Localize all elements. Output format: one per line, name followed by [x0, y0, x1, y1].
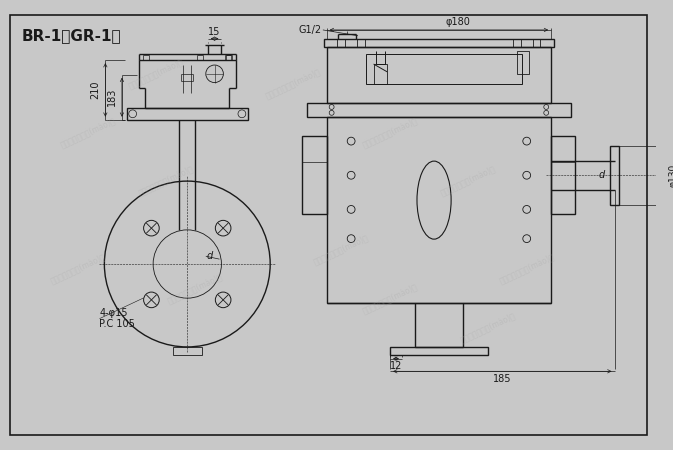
Text: 12: 12 [390, 361, 402, 371]
Text: φ180: φ180 [446, 17, 471, 27]
Text: 長沙信德機電貿(mào)易: 長沙信德機電貿(mào)易 [127, 57, 185, 90]
Text: 長沙信德機電貿(mào)易: 長沙信德機電貿(mào)易 [264, 67, 322, 100]
Text: 長沙信德機電貿(mào)易: 長沙信德機電貿(mào)易 [166, 272, 224, 305]
Bar [302, 136, 327, 214]
Text: G1/2: G1/2 [299, 25, 322, 35]
Bar [327, 117, 551, 303]
Text: d: d [207, 251, 213, 261]
Text: 長沙信德機電貿(mào)易: 長沙信德機電貿(mào)易 [59, 116, 116, 149]
Text: 185: 185 [493, 374, 511, 384]
Text: 長沙信德機電貿(mào)易: 長沙信德機電貿(mào)易 [312, 233, 370, 266]
Text: 長沙信德機電貿(mào)易: 長沙信德機電貿(mào)易 [439, 164, 497, 198]
Text: 長沙信德機電貿(mào)易: 長沙信德機電貿(mào)易 [137, 164, 194, 198]
Bar [365, 54, 522, 84]
Text: 長沙信德機電貿(mào)易: 長沙信德機電貿(mào)易 [498, 252, 556, 286]
Bar [173, 347, 202, 355]
Text: 15: 15 [209, 27, 221, 37]
Text: 長沙信德機電貿(mào)易: 長沙信德機電貿(mào)易 [361, 281, 419, 315]
Text: 183: 183 [107, 88, 117, 106]
Text: φ130: φ130 [668, 164, 673, 187]
Text: BR-1、GR-1型: BR-1、GR-1型 [22, 28, 121, 43]
Bar [374, 64, 387, 84]
Bar [415, 303, 463, 347]
Bar [610, 146, 619, 204]
Bar [127, 108, 248, 120]
Bar [517, 51, 529, 74]
Text: 長沙信德機電貿(mào)易: 長沙信德機電貿(mào)易 [459, 310, 517, 344]
Text: 長沙信德機電貿(mào)易: 長沙信德機電貿(mào)易 [49, 252, 107, 286]
Text: d: d [598, 170, 605, 180]
Bar [390, 347, 488, 355]
Text: P.C 105: P.C 105 [100, 320, 135, 329]
Text: 4-φ15: 4-φ15 [100, 308, 128, 318]
Bar [327, 46, 551, 103]
Bar [551, 136, 575, 214]
Text: 210: 210 [91, 81, 100, 99]
Bar [308, 103, 571, 117]
Text: 長沙信德機電貿(mào)易: 長沙信德機電貿(mào)易 [361, 116, 419, 149]
Bar [324, 39, 554, 46]
